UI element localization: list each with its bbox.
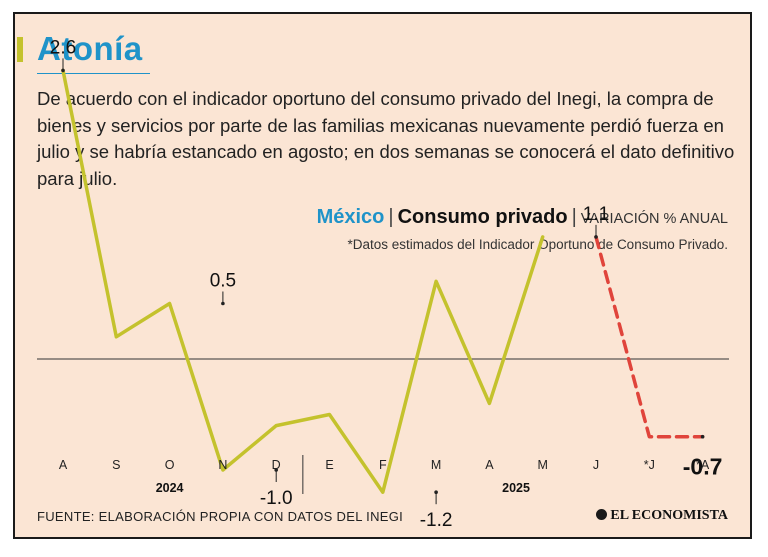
x-tick-label-12: *A [696,458,710,472]
x-tick-label-8: A [485,458,494,472]
x-tick-label-10: J [593,458,599,472]
year-label-2025: 2025 [502,481,530,495]
series-line-estimado [594,235,705,439]
x-tick-label-5: E [325,458,333,472]
data-label-5: -0.7 [683,454,723,480]
data-label-3: -1.2 [420,510,453,531]
x-tick-label-6: F [379,458,387,472]
x-tick-label-3: N [218,458,227,472]
data-label-2: -1.0 [260,488,293,509]
x-tick-label-0: A [59,458,68,472]
x-tick-label-1: S [112,458,120,472]
brand-logo: EL ECONOMISTA [596,508,728,524]
x-tick-label-4: D [272,458,281,472]
data-label-4: 1.1 [583,204,609,225]
x-tick-label-9: M [537,458,547,472]
series-line-observado [61,68,545,494]
chart-series-name: Consumo privado [397,206,568,228]
chart-separator-2: | [571,206,577,228]
infographic-card [13,12,752,539]
chart-country: México [316,206,385,228]
title-accent-bar [17,37,23,62]
chart-unit: VARIACIÓN % ANUAL [580,211,728,227]
brand-dot-icon [596,509,608,520]
data-label-1: 0.5 [210,271,236,292]
description: De acuerdo con el indicador oportuno del… [37,88,735,189]
chart-separator: | [388,206,394,228]
year-label-2024: 2024 [156,481,184,495]
chart-note: *Datos estimados del Indicador Oportuno … [347,237,728,252]
x-tick-label-11: *J [644,458,655,472]
title-underline [37,73,150,74]
data-label-0: 2.6 [50,37,76,58]
x-tick-label-7: M [431,458,441,472]
chart-header: México | Consumo privado | VARIACIÓN % ANUAL [317,206,728,229]
source-note: FUENTE: ELABORACIÓN PROPIA CON DATOS DEL… [37,509,404,524]
x-tick-label-2: O [165,458,175,472]
page-title: Atonía [37,30,143,67]
point-marker-5 [700,434,705,439]
brand-name: EL ECONOMISTA [610,508,728,523]
